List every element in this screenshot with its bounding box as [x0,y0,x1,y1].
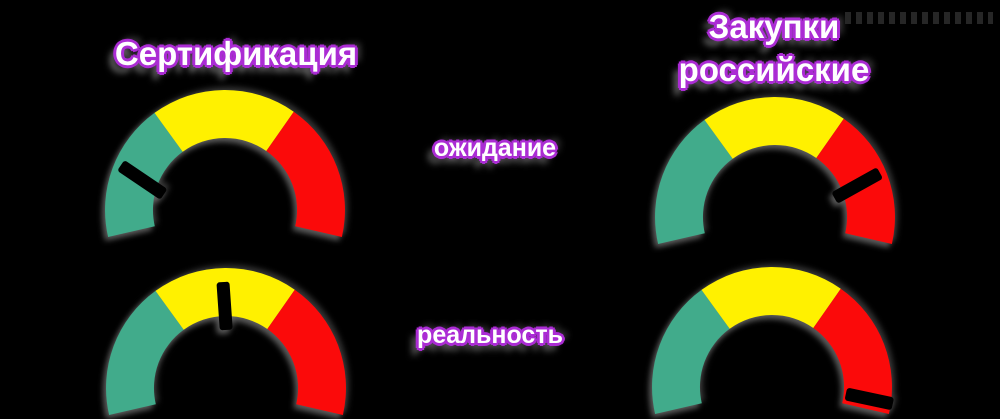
gauge-procurement-reality [652,267,894,414]
gauge-procurement-expectation-needle [832,168,883,203]
gauge-certification-expectation-needle [118,161,167,199]
gauge-certification-reality-segment-green [106,290,184,415]
gauge-procurement-reality-segment-red [813,288,892,414]
gauge-procurement-expectation-segment-green [655,119,733,244]
gauge-procurement-reality-segment-yellow [701,267,841,329]
gauge-certification-expectation [105,90,345,237]
shadow-artifact-dashes [845,12,993,24]
title-procurement-line1: Закупки [708,8,840,45]
gauge-certification-reality-needle [216,281,233,331]
gauge-procurement-expectation-segment-yellow [704,97,844,159]
gauge-certification-expectation-segment-red [266,111,345,237]
title-procurement: Закупки российские [634,5,914,91]
gauge-certification-reality [106,268,346,415]
row-label-reality: реальность [417,321,563,349]
gauge-procurement-reality-needle [845,388,894,410]
row-label-expectation: ожидание [433,134,557,162]
gauge-certification-reality-segment-red [267,289,346,415]
gauge-certification-expectation-segment-yellow [154,90,294,152]
title-certification: Сертификация [114,35,358,72]
gauge-procurement-expectation [655,97,895,244]
title-procurement-line2: российские [678,51,870,88]
gauge-procurement-reality-segment-green [652,289,730,414]
